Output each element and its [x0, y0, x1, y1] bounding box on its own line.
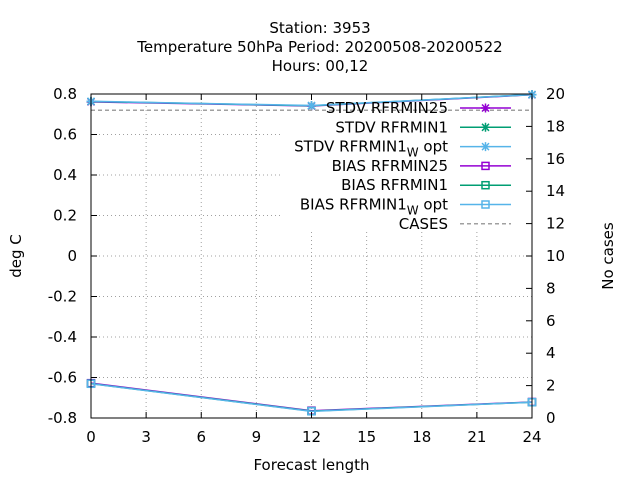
- title-line: Temperature 50hPa Period: 20200508-20200…: [136, 38, 502, 56]
- y2-tick-label: 12: [546, 215, 565, 233]
- x-tick-label: 0: [86, 428, 96, 446]
- x-axis-label: Forecast length: [253, 456, 369, 474]
- y2-tick-label: 4: [546, 344, 556, 362]
- y-tick-label: -0.8: [48, 409, 77, 427]
- series-line: [90, 383, 533, 413]
- y2-tick-label: 20: [546, 85, 565, 103]
- x-tick-label: 15: [357, 428, 376, 446]
- x-tick-label: 18: [412, 428, 431, 446]
- y-tick-label: -0.6: [48, 369, 77, 387]
- y-tick-label: 0.6: [53, 126, 77, 144]
- y-tick-label: -0.4: [48, 328, 77, 346]
- legend-name-sub: W: [407, 146, 419, 160]
- y-tick-label: 0.2: [53, 207, 77, 225]
- series-2: [86, 90, 537, 111]
- legend-label: STDV RFRMIN1: [335, 118, 448, 136]
- y-tick-label: 0.4: [53, 166, 77, 184]
- legend-name: STDV RFRMIN1: [294, 138, 407, 156]
- y-axis-label: deg C: [7, 234, 25, 278]
- legend-label: STDV RFRMIN1W opt: [294, 138, 448, 160]
- legend-name: BIAS RFRMIN1: [341, 176, 448, 194]
- title-line: Hours: 00,12: [272, 57, 369, 75]
- y2-tick-label: 10: [546, 247, 565, 265]
- legend-name-suffix: opt: [419, 138, 448, 156]
- legend-label: CASES: [399, 215, 448, 233]
- y2-axis-label: No cases: [599, 222, 617, 290]
- legend-name: CASES: [399, 215, 448, 233]
- series-4: [86, 379, 537, 416]
- legend-marker: [481, 161, 490, 171]
- y2-tick-label: 14: [546, 182, 565, 200]
- legend-name-sub: W: [407, 204, 419, 218]
- legend-label: STDV RFRMIN25: [326, 99, 448, 117]
- legend-name: BIAS RFRMIN1: [300, 196, 407, 214]
- x-tick-label: 3: [141, 428, 151, 446]
- title-line: Station: 3953: [269, 19, 370, 37]
- y-tick-label: -0.2: [48, 288, 77, 306]
- data-point: [307, 101, 316, 111]
- y2-tick-label: 2: [546, 377, 556, 395]
- axis-ticks: 0 3 6 9 12 15 18 21 24-0.8-0.6-0.4-0.200.20.40.6…: [48, 85, 565, 446]
- x-tick-label: 6: [196, 428, 206, 446]
- legend-name-suffix: opt: [419, 196, 448, 214]
- y2-tick-label: 0: [546, 409, 556, 427]
- x-tick-label: 12: [302, 428, 321, 446]
- legend-label: BIAS RFRMIN25: [332, 157, 448, 175]
- legend-marker: [481, 103, 490, 113]
- grid: [91, 94, 532, 418]
- legend-marker: [481, 142, 490, 152]
- x-tick-label: 9: [252, 428, 262, 446]
- legend-name: STDV RFRMIN25: [326, 99, 448, 117]
- legend-label: BIAS RFRMIN1W opt: [300, 196, 448, 218]
- y-tick-label: 0: [67, 247, 77, 265]
- y-tick-label: 0.8: [53, 85, 77, 103]
- x-tick-label: 24: [522, 428, 541, 446]
- legend-label: BIAS RFRMIN1: [341, 176, 448, 194]
- legend-name: STDV RFRMIN1: [335, 118, 448, 136]
- legend-name: BIAS RFRMIN25: [332, 157, 448, 175]
- legend-marker: [481, 200, 490, 209]
- y2-tick-label: 16: [546, 150, 565, 168]
- legend-marker: [481, 180, 490, 190]
- y2-tick-label: 8: [546, 279, 556, 297]
- legend-marker: [481, 122, 490, 132]
- x-tick-label: 21: [467, 428, 486, 446]
- y2-tick-label: 6: [546, 312, 556, 330]
- y2-tick-label: 18: [546, 117, 565, 135]
- series-5: [86, 379, 537, 416]
